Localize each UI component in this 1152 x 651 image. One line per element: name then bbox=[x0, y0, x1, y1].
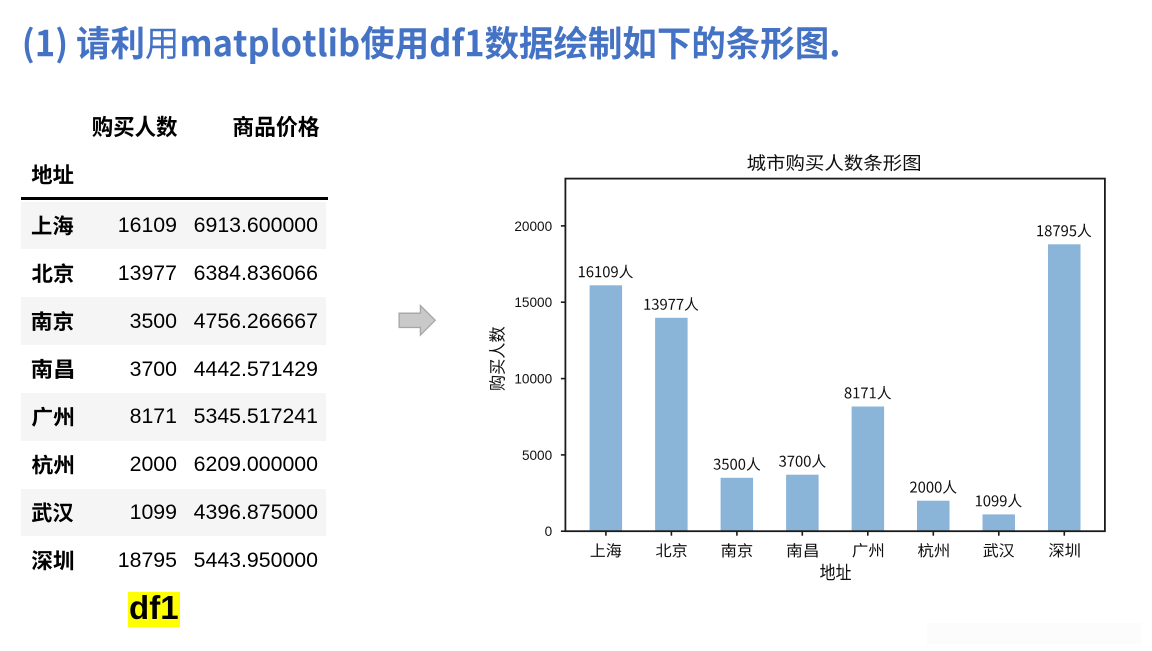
svg-text:0: 0 bbox=[545, 524, 553, 539]
svg-text:5000: 5000 bbox=[522, 448, 553, 463]
svg-text:15000: 15000 bbox=[514, 295, 552, 310]
svg-text:10000: 10000 bbox=[514, 371, 552, 386]
svg-text:20000: 20000 bbox=[514, 219, 552, 234]
